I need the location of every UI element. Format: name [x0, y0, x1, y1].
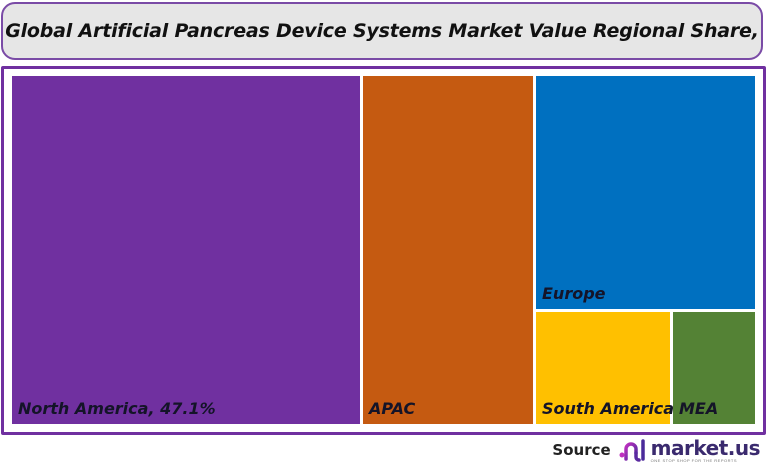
tile-label-south-america: South America — [542, 399, 675, 418]
tile-europe: Europe — [536, 76, 755, 309]
source-label: Source — [552, 441, 611, 459]
tile-label-mea: MEA — [679, 399, 719, 418]
tile-south-america: South America — [536, 312, 674, 424]
brand-name: market.us — [650, 435, 761, 460]
tile-label-apac: APAC — [369, 399, 416, 418]
treemap-container: North America, 47.1% APAC Europe South A… — [1, 66, 766, 435]
brand-tagline: ONE STOP SHOP FOR THE REPORTS — [650, 457, 738, 463]
market-us-logo-icon — [619, 439, 645, 462]
chart-title-box: Global Artificial Pancreas Device System… — [1, 2, 763, 60]
tile-mea: MEA — [673, 312, 755, 424]
chart-title: Global Artificial Pancreas Device System… — [5, 20, 759, 42]
tile-north-america: North America, 47.1% — [12, 76, 360, 424]
tile-apac: APAC — [363, 76, 533, 424]
tile-label-north-america: North America, 47.1% — [18, 399, 216, 418]
market-us-logo: market.us ONE STOP SHOP FOR THE REPORTS — [619, 435, 761, 463]
source-attribution: Source market.us ONE STOP SHOP FOR THE R… — [552, 437, 760, 463]
tile-label-europe: Europe — [542, 284, 606, 303]
